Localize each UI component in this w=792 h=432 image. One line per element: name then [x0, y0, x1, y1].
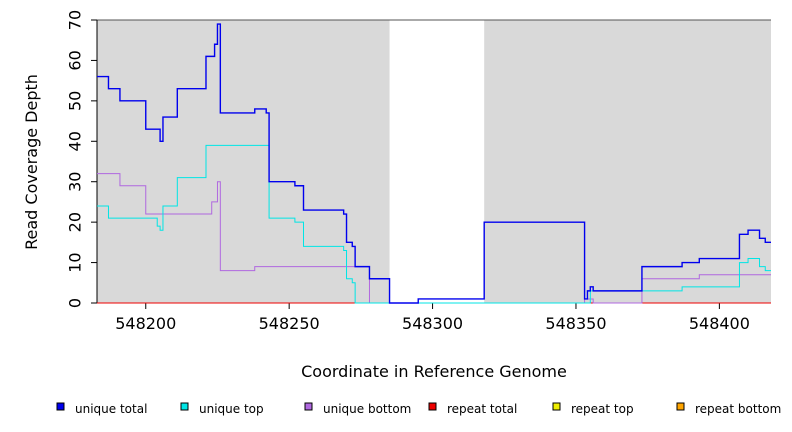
legend-label-repeat-top: repeat top — [571, 402, 634, 416]
legend-label-repeat-total: repeat total — [447, 402, 517, 416]
legend-swatch-unique-top — [180, 402, 189, 411]
y-axis-title: Read Coverage Depth — [22, 74, 41, 250]
shaded-region-0 — [97, 20, 390, 303]
shaded-region-1 — [484, 20, 771, 303]
legend-label-unique-bottom: unique bottom — [323, 402, 411, 416]
series-layer — [97, 23, 771, 304]
x-tick-label: 548300 — [402, 314, 463, 333]
y-tick-label: 40 — [66, 131, 85, 151]
y-tick-label: 0 — [66, 298, 85, 308]
legend: unique total unique top unique bottom repea… — [56, 402, 781, 416]
y-tick-label: 70 — [66, 10, 85, 30]
legend-swatch-unique-total — [56, 402, 65, 411]
legend-swatch-repeat-bottom — [676, 402, 685, 411]
y-tick-label: 60 — [66, 50, 85, 70]
y-tick-label: 20 — [66, 212, 85, 232]
background-layer — [97, 19, 771, 303]
x-tick-label: 548350 — [545, 314, 606, 333]
y-tick-label: 10 — [66, 252, 85, 272]
legend-label-repeat-bottom: repeat bottom — [695, 402, 781, 416]
x-tick-label: 548400 — [689, 314, 750, 333]
x-axis-title: Coordinate in Reference Genome — [301, 362, 567, 381]
x-tick-label: 548200 — [115, 314, 176, 333]
legend-label-unique-top: unique top — [199, 402, 264, 416]
series-line-unique-top — [97, 144, 771, 304]
y-tick-label: 30 — [66, 172, 85, 192]
legend-swatch-repeat-total — [428, 402, 437, 411]
y-tick-label: 50 — [66, 91, 85, 111]
series-line-unique-bottom — [97, 173, 771, 304]
x-tick-label: 548250 — [259, 314, 320, 333]
legend-label-unique-total: unique total — [75, 402, 147, 416]
legend-swatch-repeat-top — [552, 402, 561, 411]
series-line-unique-total — [97, 23, 771, 304]
legend-swatch-unique-bottom — [304, 402, 313, 411]
